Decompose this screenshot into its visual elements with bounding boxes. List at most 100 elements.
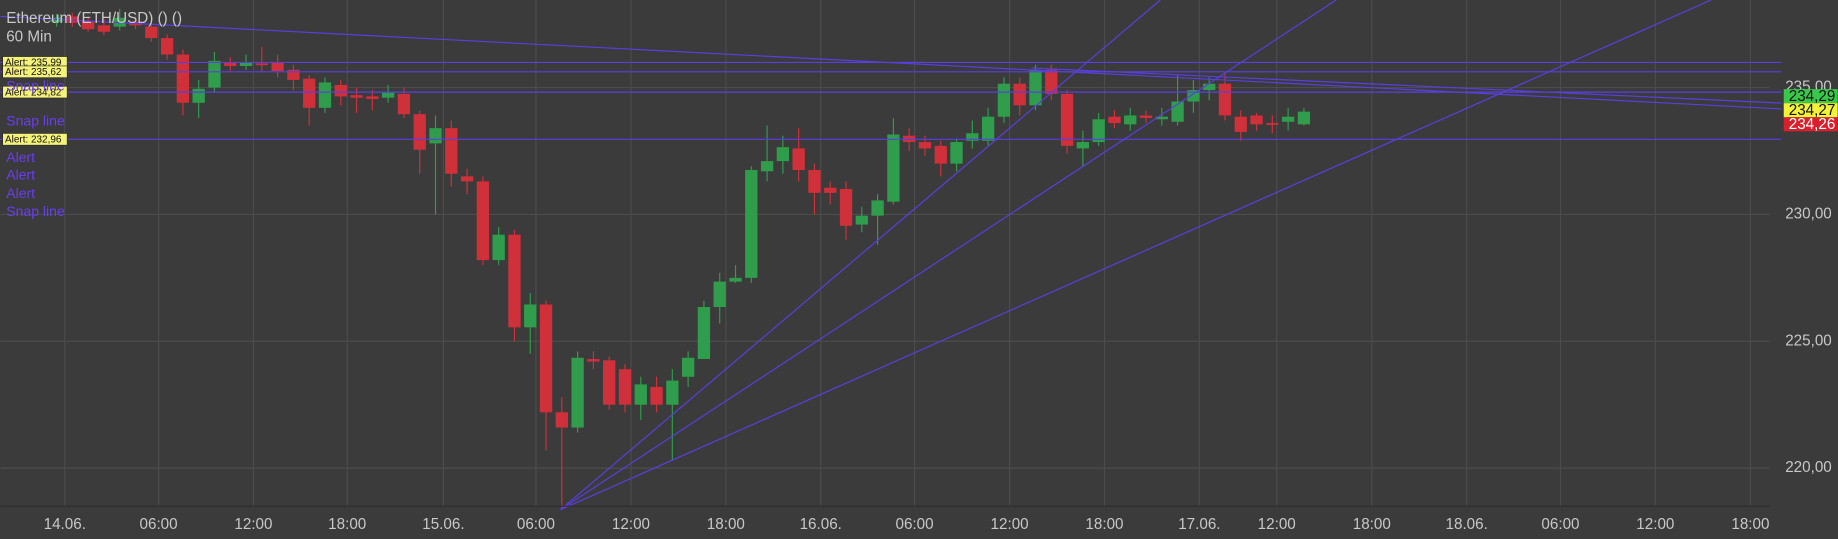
price-label: 234,27 — [1789, 102, 1836, 119]
candle-body — [887, 134, 900, 202]
candle-body — [1092, 119, 1105, 143]
candle-body — [555, 412, 568, 428]
candle-body — [1234, 116, 1247, 132]
candle-body — [1076, 142, 1090, 149]
candle-body — [1218, 83, 1232, 116]
candle-body — [1281, 116, 1295, 122]
alert-box — [2, 133, 68, 146]
candle-body — [1124, 115, 1137, 125]
trend-line — [560, 0, 1161, 511]
drawing-label: Snap line — [6, 203, 65, 219]
alert-box — [2, 65, 68, 78]
candle-body — [997, 83, 1011, 117]
x-tick-label: 12:00 — [612, 516, 650, 533]
candle-body — [1203, 83, 1216, 91]
candle-body — [792, 148, 805, 170]
candle-body — [97, 25, 111, 32]
candle-body — [429, 128, 442, 144]
candle-body — [1013, 83, 1026, 106]
y-tick-label: 225,00 — [1785, 332, 1832, 349]
candle-body — [224, 62, 237, 66]
trend-line — [1031, 67, 1782, 104]
candle-body — [366, 96, 379, 99]
price-label-box — [1783, 117, 1838, 132]
x-tick-label: 18:00 — [1731, 516, 1769, 533]
x-tick-label: 12:00 — [234, 516, 272, 533]
chart-subtitle: 60 Min — [6, 29, 52, 46]
candle-body — [145, 26, 158, 39]
candle-body — [81, 21, 95, 30]
candle-body — [603, 360, 616, 405]
x-tick-label: 18.06. — [1446, 516, 1488, 533]
drawing-label: Alert — [6, 166, 35, 182]
candle-body — [981, 116, 995, 141]
candle-body — [334, 84, 347, 97]
candle-body — [713, 281, 726, 308]
x-tick-label: 16.06. — [800, 516, 842, 533]
candle-body — [776, 147, 790, 162]
drawing-label: Snap line — [6, 77, 65, 93]
candle-body — [303, 78, 316, 108]
candle-body — [571, 357, 584, 428]
candle-body — [950, 142, 963, 164]
candle-body — [650, 386, 663, 405]
candle-body — [934, 145, 947, 164]
candle-body — [760, 161, 774, 172]
candle-body — [855, 215, 868, 225]
candle-body — [460, 176, 474, 182]
candle-body — [697, 307, 711, 360]
candle-body — [729, 277, 742, 282]
alert-label: Alert: 234,82 — [5, 87, 62, 98]
candle-body — [666, 380, 679, 405]
candle-body — [287, 69, 300, 80]
x-tick-label: 18:00 — [707, 516, 745, 533]
candle-body — [208, 60, 221, 88]
candle-body — [476, 181, 490, 261]
candle-body — [618, 369, 632, 405]
candle-body — [524, 304, 537, 328]
candle-body — [1139, 115, 1153, 118]
price-label: 234,26 — [1789, 116, 1836, 133]
candle-body — [681, 357, 695, 377]
drawings — [0, 0, 1782, 511]
candle-body — [1155, 116, 1168, 120]
candle-body — [824, 187, 837, 193]
x-tick-label: 06:00 — [1541, 516, 1579, 533]
x-tick-label: 14.06. — [44, 516, 86, 533]
candle-body — [255, 63, 268, 66]
grid — [0, 0, 1770, 507]
candle-body — [1250, 115, 1263, 125]
x-tick-label: 12:00 — [1636, 516, 1674, 533]
candle-body — [271, 62, 284, 72]
candle-body — [1029, 69, 1042, 106]
candle-body — [1045, 69, 1058, 94]
candle-body — [808, 169, 821, 193]
candle-body — [918, 142, 932, 149]
candle-body — [1297, 111, 1311, 125]
candle-body — [871, 200, 884, 216]
x-tick-label: 06:00 — [140, 516, 178, 533]
alert-label: Alert: 235,62 — [5, 67, 62, 78]
x-tick-label: 17.06. — [1178, 516, 1220, 533]
candle-body — [176, 54, 190, 103]
candle-body — [587, 359, 600, 362]
x-tick-label: 18:00 — [1085, 516, 1123, 533]
candle-body — [539, 304, 553, 413]
x-tick-label: 18:00 — [328, 516, 366, 533]
candle-body — [397, 93, 411, 115]
candle-body — [634, 384, 647, 405]
x-tick-label: 06:00 — [895, 516, 933, 533]
x-tick-label: 12:00 — [1258, 516, 1296, 533]
y-tick-label: 230,00 — [1785, 205, 1832, 222]
candle-body — [1060, 93, 1074, 146]
candle-body — [1108, 116, 1121, 124]
x-tick-label: 12:00 — [991, 516, 1029, 533]
chart-title: Ethereum (ETH/USD) () () — [6, 10, 182, 27]
candle-body — [318, 82, 332, 108]
candle-body — [239, 62, 253, 66]
candle-body — [492, 234, 505, 261]
